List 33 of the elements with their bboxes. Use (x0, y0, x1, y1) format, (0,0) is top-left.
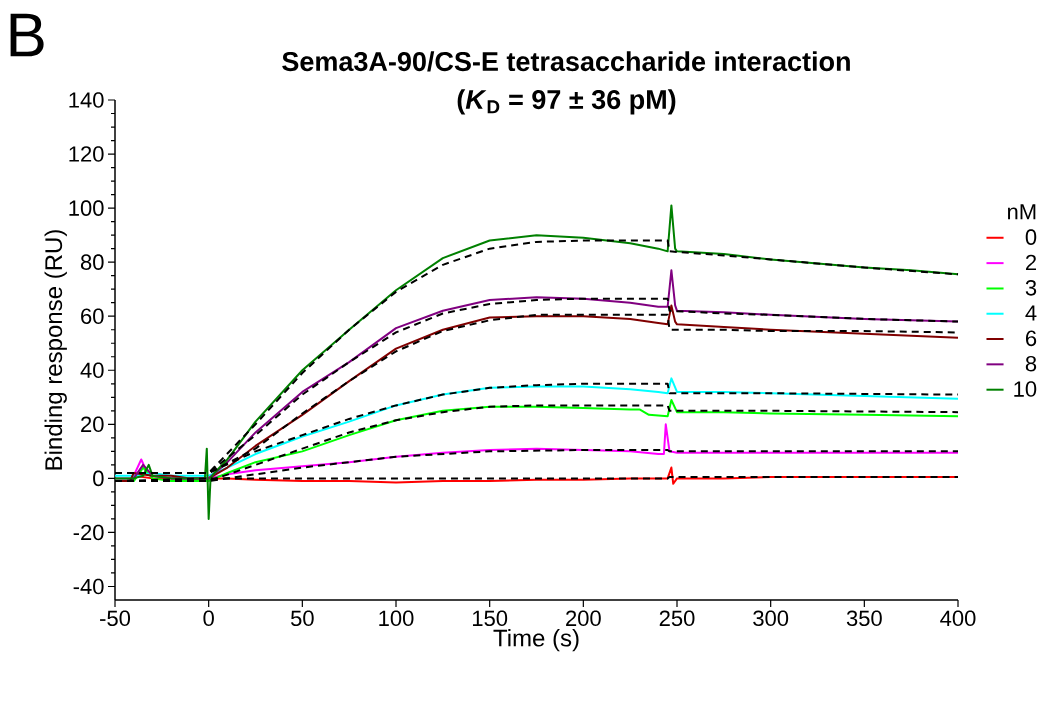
y-tick-label: 100 (69, 200, 104, 216)
legend-title: nM (1008, 204, 1036, 220)
y-tick-label: 40 (80, 362, 104, 379)
y-tick-label: 80 (80, 254, 104, 270)
y-tick-label: 120 (69, 146, 104, 162)
x-tick-label: 50 (290, 610, 314, 627)
y-tick-label: 140 (69, 92, 104, 108)
x-tick-label: 0 (203, 610, 214, 627)
y-tick-label: 60 (81, 308, 104, 325)
x-tick-label: 250 (659, 610, 695, 627)
text: B (10, 13, 44, 57)
y-tick-label: 0 (93, 470, 104, 487)
x-tick-label: -50 (100, 610, 131, 627)
x-axis-title: Time (s) (493, 628, 579, 652)
y-tick-label: 20 (81, 416, 104, 433)
legend-label: 0 (1025, 229, 1037, 245)
x-tick-label: 150 (473, 610, 508, 627)
x-tick-label: 400 (940, 610, 976, 627)
legend-label: 8 (1025, 355, 1037, 372)
legend-label: 3 (1025, 280, 1037, 296)
legend-label: 2 (1025, 254, 1037, 271)
x-tick-label: 350 (846, 610, 882, 627)
legend-label: 4 (1025, 305, 1037, 321)
x-tick-label: 300 (753, 610, 789, 627)
y-tick-label: -40 (73, 578, 104, 595)
y-tick-label: -20 (73, 524, 104, 541)
x-tick-label: 200 (566, 610, 601, 627)
chart-subtitle: (K$_{D}$ = 97 ± 36 pM) (457, 89, 676, 115)
x-tick-label: 100 (379, 610, 414, 627)
legend-label: 6 (1025, 330, 1037, 347)
legend-label: 10 (1014, 381, 1037, 397)
y-axis-title: Binding response (RU) (44, 230, 67, 470)
chart-title: Sema3A-90/CS-E tetrasaccharide interaction (282, 51, 850, 72)
